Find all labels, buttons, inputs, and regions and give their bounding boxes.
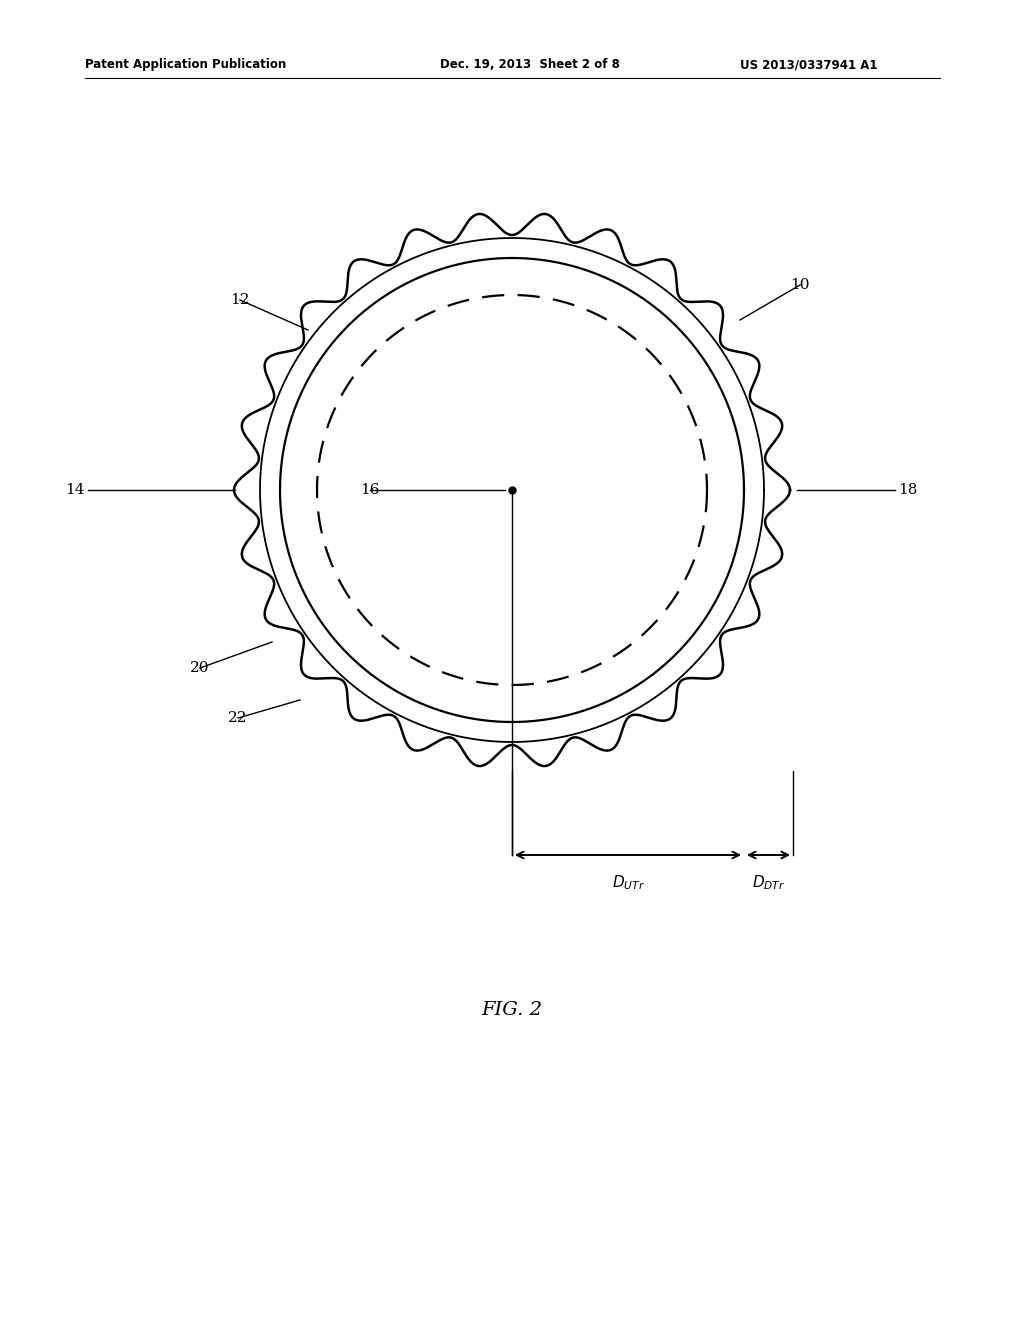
- Text: $D_{DTr}$: $D_{DTr}$: [752, 873, 785, 892]
- Text: Patent Application Publication: Patent Application Publication: [85, 58, 287, 71]
- Text: 16: 16: [360, 483, 380, 498]
- Text: $D_{UTr}$: $D_{UTr}$: [611, 873, 644, 892]
- Text: 10: 10: [791, 279, 810, 292]
- Text: 12: 12: [230, 293, 250, 308]
- Text: 20: 20: [190, 661, 210, 675]
- Text: 18: 18: [898, 483, 918, 498]
- Text: US 2013/0337941 A1: US 2013/0337941 A1: [740, 58, 878, 71]
- Text: Dec. 19, 2013  Sheet 2 of 8: Dec. 19, 2013 Sheet 2 of 8: [440, 58, 620, 71]
- Text: 22: 22: [228, 711, 248, 725]
- Text: 14: 14: [66, 483, 85, 498]
- Text: FIG. 2: FIG. 2: [481, 1001, 543, 1019]
